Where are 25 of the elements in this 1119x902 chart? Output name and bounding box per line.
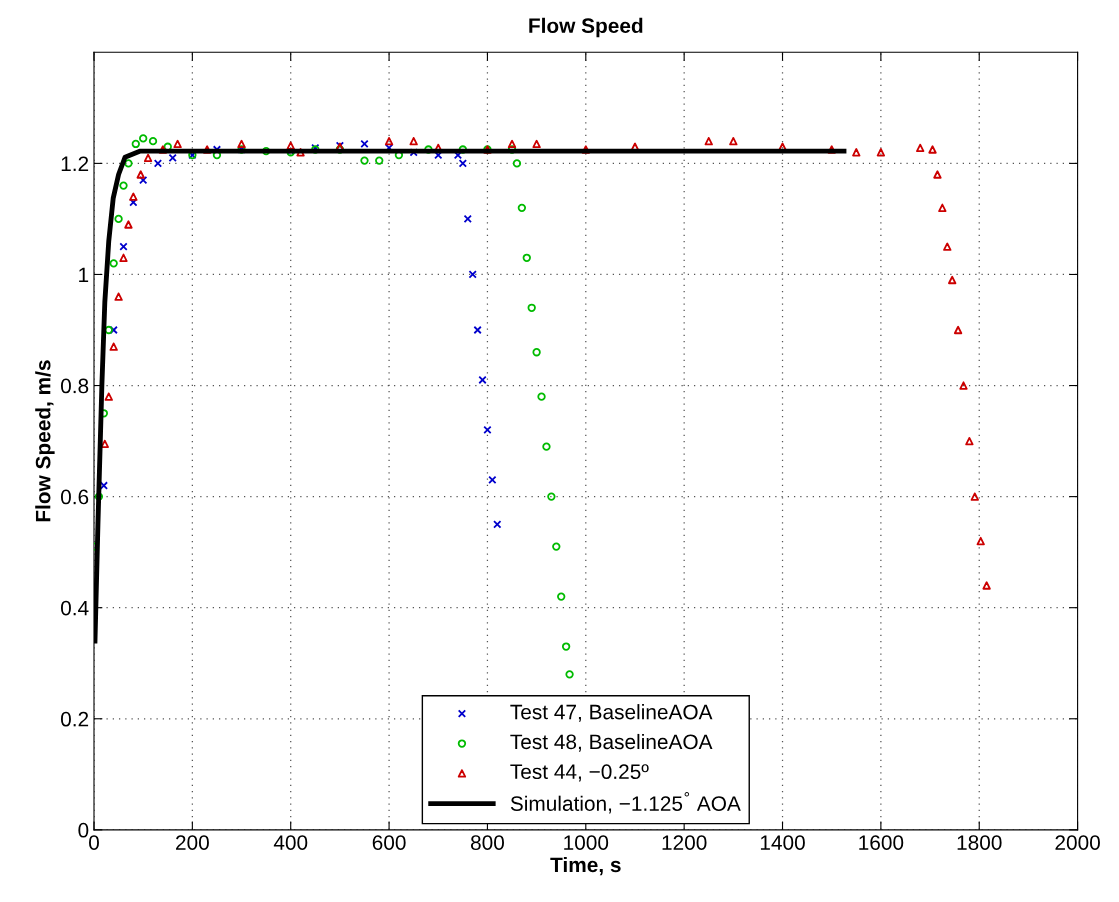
x-tick-label: 600 [372,835,406,850]
x-tick-label: 1200 [662,835,707,850]
x-tick-label: 0 [89,835,99,850]
x-tick-label: 1600 [859,835,904,850]
y-tick-label: 1 [79,267,89,283]
x-tick-label: 800 [470,835,504,850]
legend-label: Simulation, −1.125$^{°}$ AOA [510,791,741,814]
y-axis-title: Flow Speed, m/s [35,360,55,522]
y-tick-label: 1.2 [61,156,89,171]
y-tick-label: 0.2 [60,711,89,727]
x-tick-label: 400 [273,835,308,850]
legend-label: Test 47, BaselineAOA [510,704,713,722]
x-tick-label: 2000 [1055,835,1100,850]
y-tick-label: 0 [78,822,89,838]
legend-label: Test 44, −0.25º [510,764,649,782]
x-tick-label: 1800 [957,835,1002,850]
y-tick-label: 0.4 [60,600,89,616]
chart-title: Flow Speed [529,17,643,38]
x-tick-label: 1000 [564,835,609,850]
y-tick-label: 0.6 [60,489,89,505]
x-tick-label: 1400 [760,835,805,850]
legend-label: Test 48, BaselineAOA [510,733,713,752]
y-tick-label: 0.8 [60,378,89,394]
x-axis-title: Time, s [550,856,621,876]
x-tick-label: 200 [176,835,209,850]
